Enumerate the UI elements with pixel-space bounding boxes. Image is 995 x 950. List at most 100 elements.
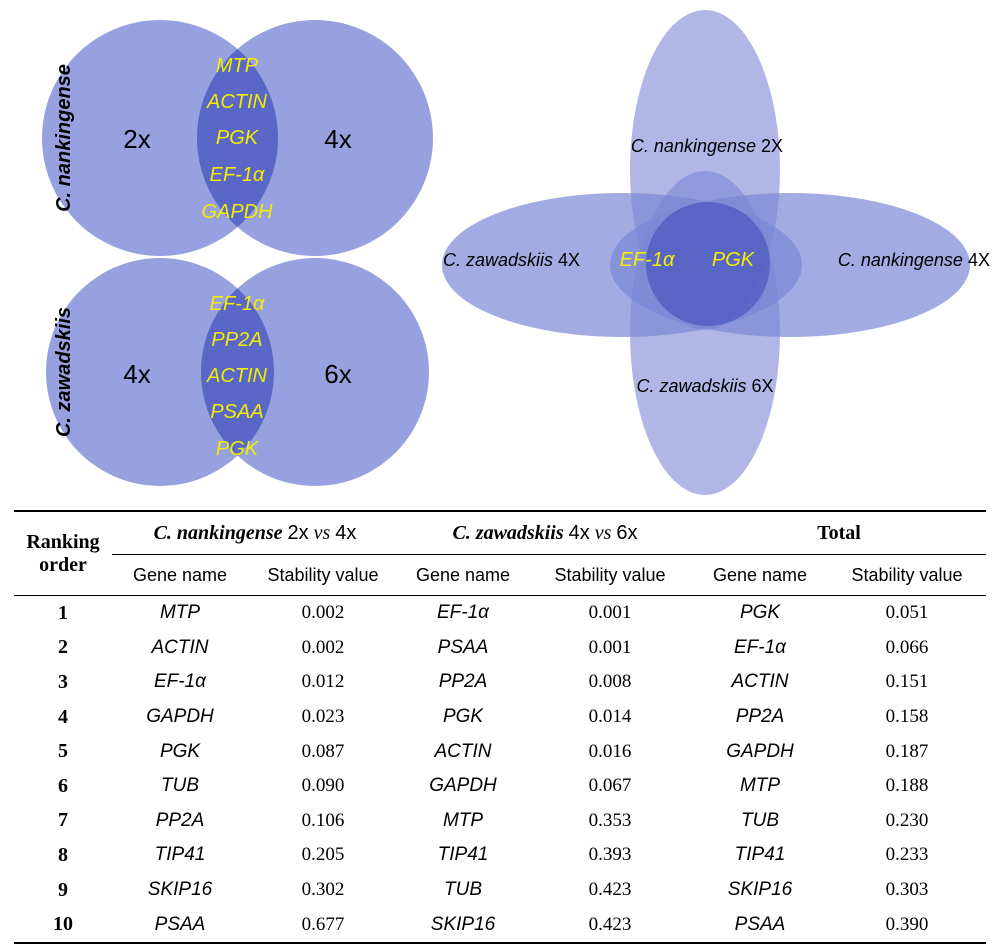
venn-top: C. nankingense 2x 4x MTP ACTIN PGK EF-1α… bbox=[42, 20, 433, 256]
stability-value-cell: 0.002 bbox=[301, 636, 345, 658]
venn-cross-vertical-bottom bbox=[630, 171, 780, 495]
gene-name-cell: PSAA bbox=[437, 636, 489, 658]
table-row: 7 PP2A 0.106 MTP 0.353 TUB 0.230 bbox=[14, 804, 986, 839]
venn-cross-gene: EF-1α bbox=[620, 249, 675, 271]
stability-value-cell: 0.014 bbox=[588, 706, 632, 728]
gene-name-cell: SKIP16 bbox=[727, 879, 793, 901]
stability-value-cell: 0.390 bbox=[885, 913, 929, 935]
rank-cell: 7 bbox=[58, 809, 68, 832]
venn-top-gene: PGK bbox=[216, 127, 260, 149]
gene-name-cell: TIP41 bbox=[437, 844, 489, 866]
venn-cross-left-label: C. zawadskiis 4X bbox=[443, 250, 580, 270]
venn-bottom-gene: EF-1α bbox=[210, 293, 265, 315]
stability-value-cell: 0.205 bbox=[301, 844, 345, 866]
gene-name-cell: PSAA bbox=[154, 913, 206, 935]
rank-cell: 6 bbox=[58, 774, 68, 797]
venn-top-left-label: 2x bbox=[123, 124, 150, 154]
venn-bottom: C. zawadskiis 4x 6x EF-1α PP2A ACTIN PSA… bbox=[46, 258, 429, 486]
venn-top-gene: ACTIN bbox=[206, 91, 268, 113]
table-row: 3 EF-1α 0.012 PP2A 0.008 ACTIN 0.151 bbox=[14, 665, 986, 700]
stability-table-wrapper: Ranking order C. nankingense 2x vs 4x C.… bbox=[14, 510, 986, 944]
rank-cell: 9 bbox=[58, 878, 68, 901]
subheader-stability-value: Stability value bbox=[554, 564, 666, 585]
stability-value-cell: 0.423 bbox=[588, 913, 632, 935]
stability-value-cell: 0.423 bbox=[588, 879, 632, 901]
stability-value-cell: 0.090 bbox=[301, 775, 345, 797]
stability-value-cell: 0.106 bbox=[301, 809, 345, 831]
rank-cell: 3 bbox=[58, 670, 68, 693]
gene-name-cell: TUB bbox=[161, 775, 199, 797]
gene-name-cell: MTP bbox=[442, 809, 484, 831]
gene-name-cell: ACTIN bbox=[731, 671, 789, 693]
table-row: 8 TIP41 0.205 TIP41 0.393 TIP41 0.233 bbox=[14, 838, 986, 873]
stability-value-cell: 0.353 bbox=[588, 809, 632, 831]
rank-cell: 1 bbox=[58, 601, 68, 624]
rank-cell: 5 bbox=[58, 740, 68, 763]
stability-value-cell: 0.158 bbox=[885, 706, 929, 728]
table-row: 10 PSAA 0.677 SKIP16 0.423 PSAA 0.390 bbox=[14, 907, 986, 943]
stability-value-cell: 0.001 bbox=[588, 636, 632, 658]
subheader-stability-value: Stability value bbox=[267, 564, 379, 585]
gene-name-cell: EF-1α bbox=[153, 671, 206, 693]
venn-bottom-gene: PSAA bbox=[210, 401, 263, 423]
venn-top-side-label: C. nankingense bbox=[53, 64, 75, 212]
gene-name-cell: TUB bbox=[741, 809, 779, 831]
table-body: 1 MTP 0.002 EF-1α 0.001 PGK 0.051 2 ACTIN 0.002 PS… bbox=[14, 596, 986, 943]
venn-cross-right-label: C. nankingense 4X bbox=[838, 250, 990, 270]
gene-name-cell: SKIP16 bbox=[430, 913, 496, 935]
venn-cross-bottom-label: C. zawadskiis 6X bbox=[636, 376, 773, 396]
stability-value-cell: 0.016 bbox=[588, 740, 632, 762]
venn-top-gene: MTP bbox=[216, 55, 259, 77]
venn-top-gene: EF-1α bbox=[210, 164, 265, 186]
gene-name-cell: TIP41 bbox=[734, 844, 786, 866]
venn-cross: C. nankingense 2X C. zawadskiis 4X C. na… bbox=[442, 10, 990, 495]
group-header-zawadskiis: C. zawadskiis 4x vs 6x bbox=[398, 511, 692, 555]
stability-value-cell: 0.051 bbox=[885, 602, 929, 624]
table-row: 5 PGK 0.087 ACTIN 0.016 GAPDH 0.187 bbox=[14, 734, 986, 769]
rank-cell: 4 bbox=[58, 705, 68, 728]
gene-name-cell: PGK bbox=[442, 706, 484, 728]
gene-name-cell: MTP bbox=[159, 602, 201, 624]
gene-name-cell: PGK bbox=[159, 740, 201, 762]
venn-cross-center bbox=[646, 202, 770, 326]
stability-value-cell: 0.001 bbox=[588, 602, 632, 624]
stability-value-cell: 0.151 bbox=[885, 671, 929, 693]
venn-cross-top-label: C. nankingense 2X bbox=[631, 136, 783, 156]
gene-name-cell: PP2A bbox=[438, 671, 488, 693]
venn-top-gene: GAPDH bbox=[201, 201, 273, 223]
stability-value-cell: 0.012 bbox=[301, 671, 345, 693]
subheader-gene-name: Gene name bbox=[415, 564, 511, 585]
venn-bottom-right-label: 6x bbox=[324, 359, 351, 389]
venn-bottom-side-label: C. zawadskiis bbox=[53, 307, 75, 437]
venn-bottom-gene: PGK bbox=[216, 438, 260, 460]
gene-name-cell: GAPDH bbox=[726, 740, 794, 762]
venn-bottom-overlap bbox=[201, 258, 274, 486]
gene-name-cell: EF-1α bbox=[733, 636, 786, 658]
venn-top-overlap bbox=[197, 20, 278, 256]
gene-name-cell: EF-1α bbox=[436, 602, 489, 624]
venn-cross-gene: PGK bbox=[712, 249, 756, 271]
stability-value-cell: 0.023 bbox=[301, 706, 345, 728]
stability-value-cell: 0.066 bbox=[885, 636, 929, 658]
stability-value-cell: 0.187 bbox=[885, 740, 929, 762]
rank-cell: 10 bbox=[53, 913, 73, 936]
table-row: 1 MTP 0.002 EF-1α 0.001 PGK 0.051 bbox=[14, 596, 986, 631]
group-header-total: Total bbox=[692, 511, 986, 555]
table-row: 9 SKIP16 0.302 TUB 0.423 SKIP16 0.303 bbox=[14, 873, 986, 908]
table-row: 4 GAPDH 0.023 PGK 0.014 PP2A 0.158 bbox=[14, 700, 986, 735]
stability-value-cell: 0.393 bbox=[588, 844, 632, 866]
venn-bottom-gene: ACTIN bbox=[206, 365, 268, 387]
gene-name-cell: PGK bbox=[739, 602, 781, 624]
gene-name-cell: GAPDH bbox=[146, 706, 214, 728]
gene-name-cell: PSAA bbox=[734, 913, 786, 935]
stability-table: Ranking order C. nankingense 2x vs 4x C.… bbox=[14, 510, 986, 944]
gene-name-cell: ACTIN bbox=[151, 636, 209, 658]
stability-value-cell: 0.008 bbox=[588, 671, 632, 693]
stability-value-cell: 0.087 bbox=[301, 740, 345, 762]
subheader-gene-name: Gene name bbox=[132, 564, 228, 585]
gene-name-cell: TUB bbox=[444, 879, 482, 901]
stability-value-cell: 0.302 bbox=[301, 879, 345, 901]
stability-value-cell: 0.303 bbox=[885, 879, 929, 901]
table-row: 6 TUB 0.090 GAPDH 0.067 MTP 0.188 bbox=[14, 769, 986, 804]
venn-top-right-label: 4x bbox=[324, 124, 351, 154]
